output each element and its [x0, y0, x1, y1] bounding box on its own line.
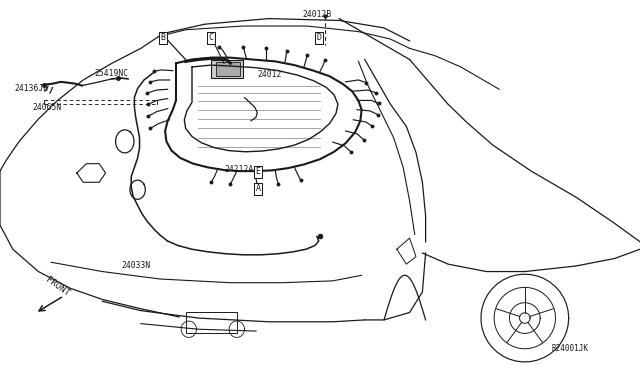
Text: 24012: 24012 [257, 70, 282, 79]
Text: E: E [255, 167, 260, 176]
Text: 25419NC: 25419NC [95, 69, 129, 78]
Text: A: A [255, 184, 260, 193]
Text: C: C [209, 33, 214, 42]
Text: D: D [316, 33, 321, 42]
Text: 24136JG: 24136JG [14, 84, 48, 93]
Text: B: B [161, 33, 166, 42]
FancyBboxPatch shape [211, 60, 243, 78]
Text: R24001JK: R24001JK [552, 344, 589, 353]
Text: 24065N: 24065N [32, 103, 61, 112]
Text: 24212A: 24212A [224, 165, 253, 174]
Text: 24012B: 24012B [302, 10, 332, 19]
Bar [186, 312, 237, 333]
Text: FRONT: FRONT [44, 275, 70, 298]
FancyBboxPatch shape [216, 62, 240, 76]
Text: 24033N: 24033N [122, 262, 151, 270]
